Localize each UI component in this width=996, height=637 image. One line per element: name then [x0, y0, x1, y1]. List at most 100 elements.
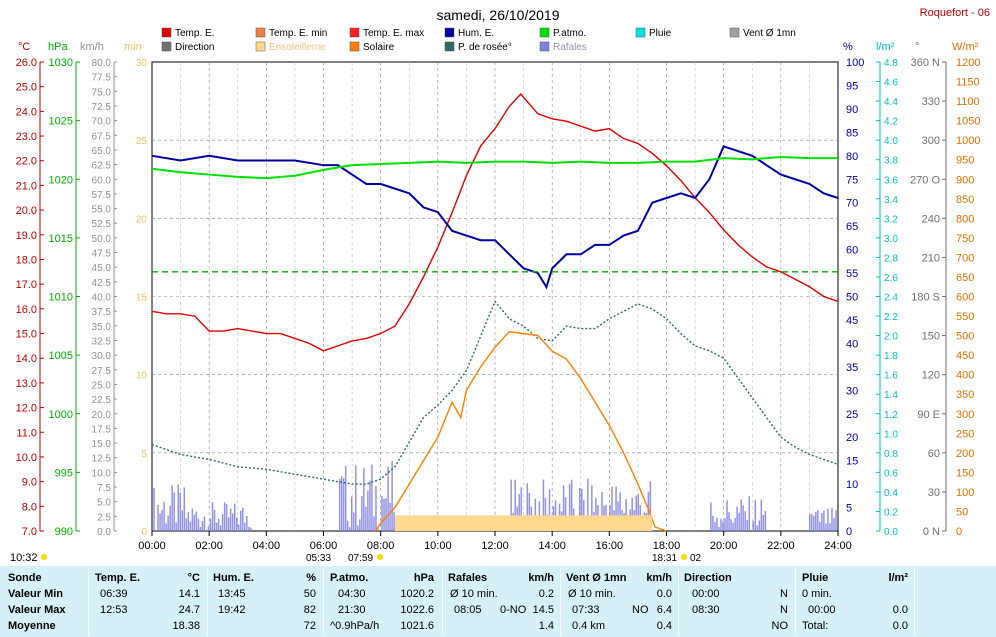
sunset-marker-icon	[681, 554, 687, 560]
dir-tick-label: 180 S	[911, 292, 940, 304]
sun-axis-unit: min	[124, 41, 142, 53]
rain-tick-label: 3.8	[884, 156, 898, 167]
dir-axis-unit: °	[915, 41, 919, 53]
rain-tick-label: 2.8	[884, 253, 898, 264]
rain-tick-label: 1.6	[884, 371, 898, 382]
rain-tick-label: 3.0	[884, 234, 898, 245]
rain-tick-label: 0.2	[884, 507, 898, 518]
legend-label: Temp. E.	[175, 28, 214, 39]
wind-tick-label: 25.0	[92, 380, 112, 391]
legend-swatch	[349, 27, 360, 38]
hum-tick-label: 35	[846, 362, 858, 374]
min-vent-label: Ø 10 min.	[568, 588, 616, 600]
solar-axis-unit: W/m²	[952, 41, 979, 53]
max-temp-time: 12:53	[100, 604, 128, 616]
press-tick-label: 1005	[49, 350, 73, 362]
legend-swatch	[635, 27, 646, 38]
rain-tick-label: 1.4	[884, 390, 898, 401]
hum-tick-label: 10	[846, 479, 858, 491]
dir-tick-label: 300	[922, 135, 940, 147]
max-pluie-value: 0.0	[892, 604, 908, 616]
min-pluie-label: 0 min.	[802, 588, 832, 600]
max-dir-value: N	[780, 604, 788, 616]
temp-tick-label: 15.0	[16, 329, 37, 341]
temp-tick-label: 20.0	[16, 205, 37, 217]
legend-swatch	[255, 27, 266, 38]
wind-tick-label: 32.5	[92, 336, 112, 347]
max-raf-value: 14.5	[532, 604, 554, 616]
max-raf-time: 08:05	[454, 604, 482, 616]
hum-tick-label: 0	[846, 526, 852, 538]
sunrise-marker-icon	[377, 554, 383, 560]
solar-tick-label: 100	[956, 487, 974, 499]
rain-tick-label: 0.6	[884, 468, 898, 479]
row-max-label: Valeur Max	[8, 604, 66, 616]
wind-tick-label: 42.5	[92, 278, 112, 289]
wind-tick-label: 70.0	[92, 117, 112, 128]
max-hum-time: 19:42	[218, 604, 246, 616]
temp-tick-label: 8.0	[22, 501, 37, 513]
legend-swatch	[349, 41, 360, 52]
mean-raf-value: 1.4	[538, 620, 554, 632]
chart-title: samedi, 26/10/2019	[437, 7, 560, 23]
wind-tick-label: 50.0	[92, 234, 112, 245]
dir-tick-label: 270 O	[910, 174, 940, 186]
solar-tick-label: 1200	[956, 57, 980, 69]
hum-tick-label: 95	[846, 80, 858, 92]
temp-tick-label: 14.0	[16, 353, 37, 365]
sunset-label: 18:31	[652, 553, 677, 564]
min-hum-value: 50	[303, 588, 316, 600]
hdr-temp-unit: °C	[187, 572, 200, 584]
dir-tick-label: 0 N	[923, 526, 940, 538]
sunrise2-label: 07:59	[348, 553, 373, 564]
legend-swatch	[161, 41, 172, 52]
rain-tick-label: 0.0	[884, 527, 898, 538]
legend-swatch	[444, 41, 455, 52]
rain-tick-label: 4.4	[884, 97, 898, 108]
legend-swatch	[444, 27, 455, 38]
max-dir-time: 08:30	[692, 604, 720, 616]
hdr-raf: Rafales	[448, 572, 488, 584]
max-pluie-time: 00:00	[808, 604, 836, 616]
legend-label: Solaire	[363, 42, 395, 53]
sun-tick-label: 10	[136, 371, 148, 382]
weather-chart: samedi, 26/10/2019 Roquefort - 06 Temp. …	[10, 7, 990, 564]
mean-vent-distance: 0.4 km	[572, 620, 606, 632]
hum-tick-label: 5	[846, 503, 852, 515]
min-temp-time: 06:39	[100, 588, 128, 600]
temp-tick-label: 7.0	[22, 526, 37, 538]
temp-tick-label: 22.0	[16, 156, 37, 168]
x-tick-label: 24:00	[824, 540, 852, 552]
temp-tick-label: 12.0	[16, 403, 37, 415]
hum-tick-label: 85	[846, 127, 858, 139]
solar-tick-label: 1050	[956, 116, 980, 128]
wind-tick-label: 65.0	[92, 146, 112, 157]
wind-tick-label: 40.0	[92, 293, 112, 304]
hum-tick-label: 15	[846, 456, 858, 468]
wind-tick-label: 72.5	[92, 102, 112, 113]
x-tick-label: 08:00	[367, 540, 395, 552]
temp-tick-label: 21.0	[16, 180, 37, 192]
chart-grid	[151, 61, 839, 532]
rain-tick-label: 1.0	[884, 429, 898, 440]
hum-tick-label: 80	[846, 151, 858, 163]
wind-tick-label: 67.5	[92, 131, 112, 142]
wind-tick-label: 57.5	[92, 190, 112, 201]
press-tick-label: 1000	[49, 409, 73, 421]
total-pluie-label: Total:	[802, 620, 829, 632]
solar-tick-label: 200	[956, 448, 974, 460]
rain-tick-label: 4.2	[884, 117, 898, 128]
solar-tick-label: 850	[956, 194, 974, 206]
hdr-sonde: Sonde	[8, 572, 42, 584]
total-pluie-value: 0.0	[892, 620, 908, 632]
wind-tick-label: 0.0	[97, 527, 111, 538]
hdr-vent: Vent Ø 1mn	[566, 572, 627, 584]
hdr-dir: Direction	[684, 572, 732, 584]
hdr-temp: Temp. E.	[95, 572, 141, 584]
wind-tick-label: 2.5	[97, 512, 111, 523]
solar-tick-label: 650	[956, 272, 974, 284]
temp-e-line	[151, 93, 839, 352]
press-tick-label: 1015	[49, 233, 73, 245]
x-tick-label: 12:00	[481, 540, 509, 552]
rain-tick-label: 3.4	[884, 195, 898, 206]
